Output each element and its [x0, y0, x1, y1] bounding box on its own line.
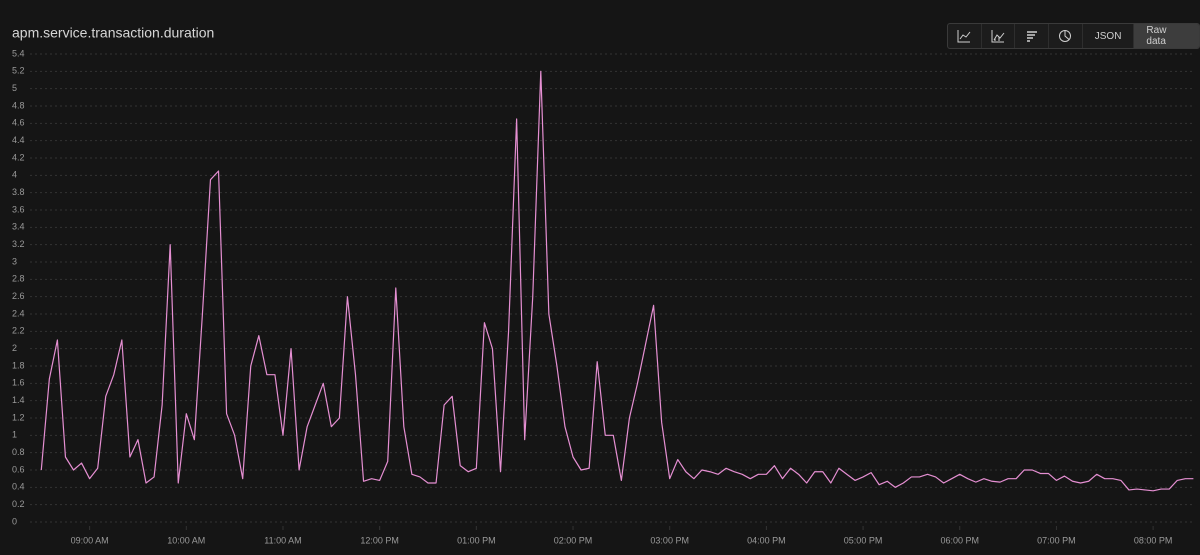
x-tick-label: 08:00 PM — [1134, 535, 1173, 545]
bar-chart-button[interactable] — [1015, 24, 1050, 48]
y-tick-label: 1 — [12, 430, 17, 440]
y-tick-label: 4 — [12, 170, 17, 180]
icon — [1059, 30, 1072, 42]
y-tick-label: 0.8 — [12, 447, 25, 457]
x-tick-label: 05:00 PM — [844, 535, 883, 545]
y-tick-label: 2.2 — [12, 326, 25, 336]
y-tick-label: 3 — [12, 256, 17, 266]
y-tick-label: 5 — [12, 83, 17, 93]
line-chart-button[interactable] — [948, 24, 982, 48]
y-tick-label: 1.4 — [12, 395, 25, 405]
y-tick-label: 2 — [12, 343, 17, 353]
x-tick-label: 01:00 PM — [457, 535, 496, 545]
icon — [1026, 31, 1037, 42]
y-tick-label: 0.6 — [12, 464, 25, 474]
x-tick-label: 06:00 PM — [940, 535, 979, 545]
y-tick-label: 5.4 — [12, 48, 25, 58]
chart-title: apm.service.transaction.duration — [12, 25, 214, 41]
y-tick-label: 0.2 — [12, 499, 25, 509]
y-tick-label: 2.4 — [12, 308, 25, 318]
y-tick-label: 4.4 — [12, 135, 25, 145]
toolbar: JSON Raw data — [947, 23, 1200, 49]
icon — [991, 30, 1005, 43]
x-tick-label: 11:00 AM — [264, 535, 301, 545]
raw-data-button[interactable]: Raw data — [1134, 24, 1199, 48]
x-tick-label: 10:00 AM — [167, 535, 205, 545]
y-tick-label: 1.8 — [12, 360, 25, 370]
x-tick-label: 09:00 AM — [71, 535, 109, 545]
x-tick-label: 07:00 PM — [1037, 535, 1076, 545]
x-tick-label: 12:00 PM — [360, 535, 399, 545]
y-tick-label: 4.8 — [12, 100, 25, 110]
x-tick-label: 03:00 PM — [650, 535, 689, 545]
series-line — [40, 70, 1194, 492]
y-tick-label: 3.6 — [12, 204, 25, 214]
pie-chart-button[interactable] — [1049, 24, 1083, 48]
y-tick-label: 2.8 — [12, 274, 25, 284]
y-tick-label: 3.2 — [12, 239, 25, 249]
x-tick-label: 04:00 PM — [747, 535, 786, 545]
y-tick-label: 0 — [12, 516, 17, 526]
y-tick-label: 1.2 — [12, 412, 25, 422]
area-chart-button[interactable] — [982, 24, 1016, 48]
y-tick-label: 3.4 — [12, 222, 25, 232]
y-tick-label: 5.2 — [12, 66, 25, 76]
y-tick-label: 4.2 — [12, 152, 25, 162]
y-tick-label: 2.6 — [12, 291, 25, 301]
y-tick-label: 0.4 — [12, 482, 25, 492]
y-tick-label: 3.8 — [12, 187, 25, 197]
y-tick-label: 1.6 — [12, 378, 25, 388]
x-tick-label: 02:00 PM — [554, 535, 593, 545]
y-tick-label: 4.6 — [12, 118, 25, 128]
json-button[interactable]: JSON — [1083, 24, 1135, 48]
icon — [957, 30, 971, 43]
